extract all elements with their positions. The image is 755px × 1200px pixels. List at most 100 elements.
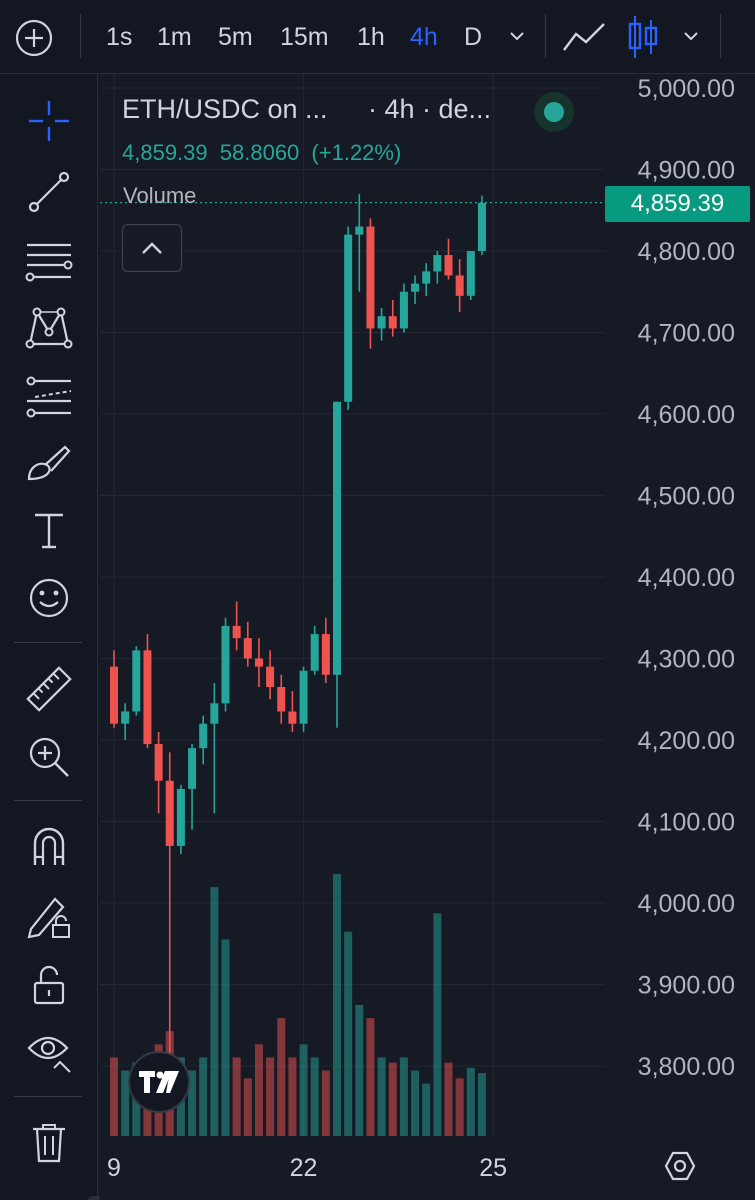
add-symbol-icon[interactable] — [14, 18, 54, 58]
volume-bar — [344, 931, 353, 1136]
time-axis-background — [100, 1136, 755, 1200]
fib-retracement-icon — [25, 243, 73, 282]
toolbar-divider — [80, 14, 81, 58]
market-status-indicator[interactable] — [534, 92, 574, 132]
collapse-legend-button[interactable] — [122, 224, 182, 272]
magnet-icon — [33, 827, 65, 865]
volume-bar — [399, 1057, 408, 1136]
candle-body — [477, 202, 486, 251]
prediction-tool[interactable] — [22, 370, 76, 424]
price-chart[interactable]: 5,000.00 4,900.00 4,800.00 4,700.00 4,600.00… — [100, 74, 755, 1200]
timeframe-1s[interactable]: 1s — [106, 23, 133, 51]
candle-body — [366, 226, 375, 329]
toolbar-divider — [720, 14, 721, 58]
time-tick-label: 25 — [479, 1154, 507, 1182]
trend-line-tool[interactable] — [22, 165, 76, 219]
candle-body — [154, 744, 163, 781]
chart-legend-title[interactable]: ETH/USDC on ... · 4h · de... — [122, 94, 491, 125]
candle-body — [243, 638, 252, 659]
price-tick-label: 3,800.00 — [638, 1053, 735, 1081]
brush-tool[interactable] — [22, 436, 76, 490]
price-tick-label: 4,700.00 — [638, 320, 735, 348]
chart-type-chevron-down-icon[interactable] — [681, 26, 701, 46]
candle-body — [132, 650, 141, 712]
prediction-icon — [26, 376, 72, 418]
candle-body — [277, 687, 286, 712]
candle-body — [110, 666, 118, 724]
candle-body — [299, 670, 308, 724]
crosshair-tool[interactable] — [22, 94, 76, 148]
timeframe-5m[interactable]: 5m — [218, 23, 253, 51]
change-percent: (+1.22%) — [311, 140, 402, 165]
volume-bar — [110, 1057, 118, 1136]
collapse-toolbar-tab[interactable]: ‹ — [88, 1196, 102, 1200]
price-tick-label: 3,900.00 — [638, 972, 735, 1000]
volume-bar — [121, 1070, 130, 1136]
candle-body — [188, 748, 197, 789]
time-tick-label: 22 — [290, 1154, 318, 1182]
candle-body — [355, 226, 364, 235]
time-axis: 9 22 25 — [100, 1136, 755, 1200]
volume-bar — [266, 1057, 275, 1136]
volume-bar — [388, 1062, 397, 1136]
chart-settings-icon[interactable] — [664, 1150, 696, 1182]
pattern-tool[interactable] — [22, 300, 76, 354]
timeframe-1m[interactable]: 1m — [157, 23, 192, 51]
timeframe-15m[interactable]: 15m — [280, 23, 329, 51]
trash-icon — [33, 1124, 65, 1163]
candle-body — [221, 625, 230, 704]
volume-bar — [321, 1070, 330, 1136]
symbol-name[interactable]: ETH/USDC on ... — [122, 94, 328, 124]
ruler-tool[interactable] — [22, 662, 76, 716]
tradingview-logo[interactable] — [128, 1051, 190, 1113]
toolbar-divider — [14, 642, 82, 643]
visibility-tool[interactable] — [22, 1024, 76, 1078]
zoom-in-icon — [29, 737, 69, 777]
volume-bar — [455, 1078, 464, 1136]
candle-body — [176, 788, 185, 846]
price-tick-label: 4,400.00 — [638, 564, 735, 592]
last-price-tag: 4,859.39 — [605, 186, 750, 222]
candle-body — [333, 401, 341, 675]
timeframe-d[interactable]: D — [464, 23, 483, 51]
volume-bar — [477, 1073, 486, 1136]
emoji-tool[interactable] — [22, 571, 76, 625]
candle-body — [388, 316, 397, 329]
timeframe-1h[interactable]: 1h — [357, 23, 385, 51]
volume-bar — [199, 1057, 208, 1136]
candlestick-chart-icon[interactable] — [626, 14, 660, 60]
price-tick-label: 4,000.00 — [638, 890, 735, 918]
candle-body — [199, 723, 208, 749]
volume-bar — [243, 1078, 252, 1136]
timeframe-chevron-down-icon[interactable] — [507, 26, 527, 46]
volume-bar — [366, 1018, 375, 1136]
tradingview-logo-icon — [139, 1071, 179, 1093]
zoom-in-tool[interactable] — [22, 730, 76, 784]
candle-body — [455, 275, 464, 296]
price-tick-label: 4,600.00 — [638, 401, 735, 429]
volume-bar — [422, 1083, 431, 1136]
volume-bar — [433, 913, 442, 1136]
timeframe-4h[interactable]: 4h — [410, 23, 438, 51]
volume-bar — [221, 939, 230, 1136]
text-tool[interactable] — [22, 504, 76, 558]
fib-retracement-tool[interactable] — [22, 234, 76, 288]
volume-label[interactable]: Volume — [123, 183, 197, 208]
toolbar-divider — [545, 14, 546, 58]
magnet-tool[interactable] — [22, 820, 76, 874]
lock-drawings-icon — [27, 897, 70, 939]
candles — [110, 193, 486, 1058]
interval-exchange[interactable]: · 4h · de... — [368, 94, 492, 124]
volume-bar — [277, 1018, 286, 1136]
candle-body — [321, 634, 330, 675]
last-price-value: 4,859.39 — [122, 140, 208, 165]
trash-tool[interactable] — [22, 1116, 76, 1170]
lock-drawings-tool[interactable] — [22, 890, 76, 944]
crosshair-icon — [29, 101, 69, 141]
price-tick-label: 4,200.00 — [638, 727, 735, 755]
candle-body — [165, 780, 174, 846]
volume-bar — [254, 1044, 263, 1136]
line-chart-icon[interactable] — [562, 20, 606, 54]
lock-tool[interactable] — [22, 958, 76, 1012]
candle-body — [210, 703, 219, 724]
